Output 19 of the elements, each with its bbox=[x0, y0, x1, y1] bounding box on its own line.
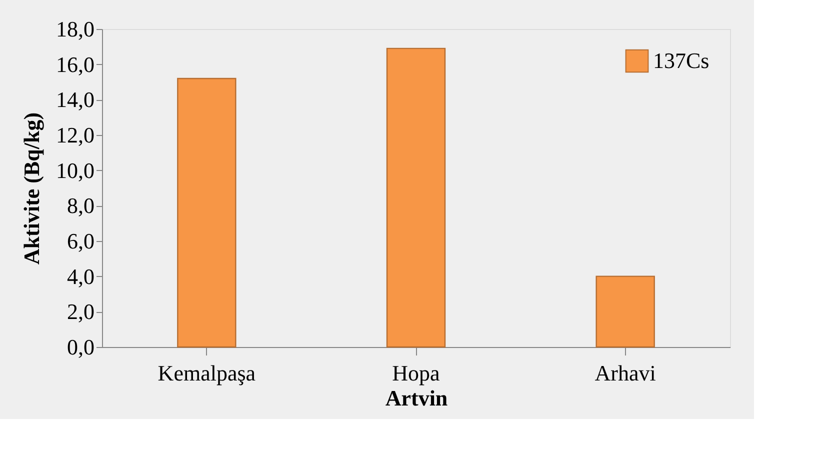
y-tick-label: 6,0 bbox=[67, 228, 94, 254]
x-tick-label: Hopa bbox=[392, 360, 440, 386]
x-tick-label: Arhavi bbox=[594, 360, 656, 386]
y-tick-label: 12,0 bbox=[56, 122, 94, 148]
legend-label: 137Cs bbox=[653, 48, 710, 73]
bar bbox=[596, 276, 655, 348]
y-tick-label: 14,0 bbox=[56, 87, 94, 112]
y-tick-label: 18,0 bbox=[56, 16, 94, 42]
bar bbox=[177, 78, 236, 348]
y-tick-label: 16,0 bbox=[56, 52, 94, 77]
y-tick-label: 4,0 bbox=[67, 264, 94, 289]
x-axis-title: Artvin bbox=[385, 386, 448, 410]
y-tick-label: 8,0 bbox=[67, 193, 94, 218]
y-tick-label: 10,0 bbox=[56, 158, 94, 183]
bar bbox=[386, 48, 446, 348]
x-tick-label: Kemalpaşa bbox=[158, 360, 256, 386]
y-tick-label: 0,0 bbox=[67, 334, 94, 360]
y-axis-title: Aktivite (Bq/kg) bbox=[19, 112, 44, 265]
y-tick-label: 2,0 bbox=[67, 299, 94, 324]
